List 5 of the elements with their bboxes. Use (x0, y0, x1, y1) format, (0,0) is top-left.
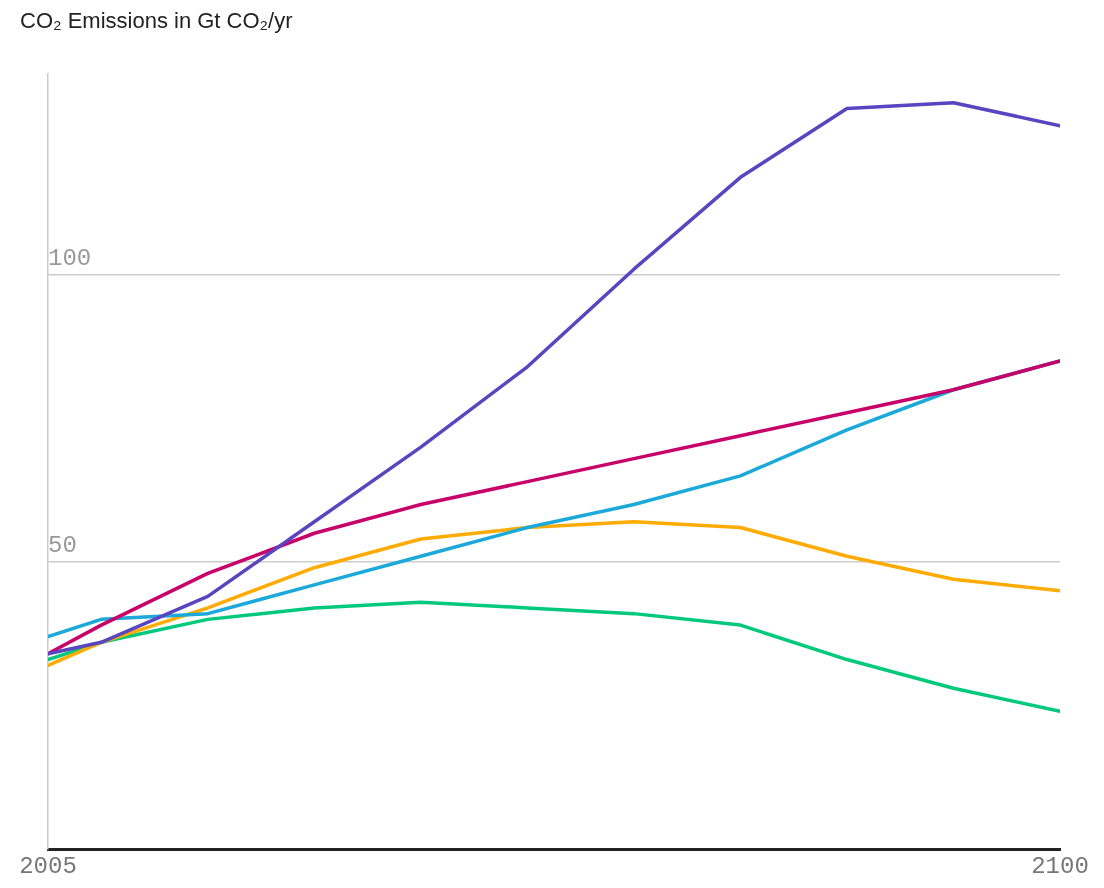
x-tick-label: 2100 (1031, 852, 1089, 880)
y-tick-label: 50 (48, 532, 77, 560)
y-tick-label: 100 (48, 245, 92, 273)
chart-title: CO₂ Emissions in Gt CO₂/yr (20, 8, 293, 34)
x-tick-label: 2005 (19, 852, 77, 880)
